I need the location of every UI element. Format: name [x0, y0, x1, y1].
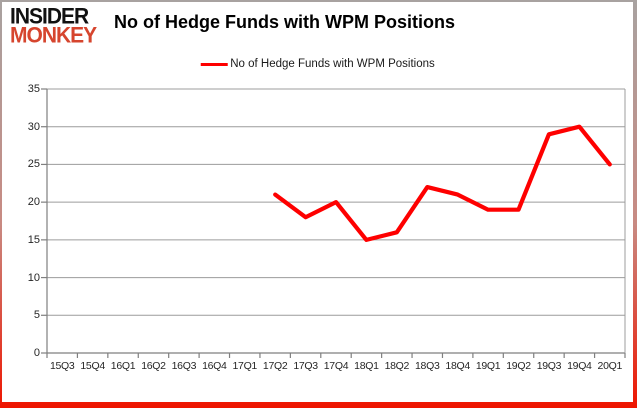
y-tick-label: 20	[27, 196, 40, 209]
y-tick-label: 30	[27, 120, 40, 133]
y-tick-label: 0	[33, 347, 40, 359]
x-tick-label: 18Q4	[445, 360, 470, 372]
x-tick-label: 17Q3	[293, 360, 318, 372]
x-tick-label: 18Q2	[384, 360, 410, 372]
x-tick-label: 16Q4	[202, 360, 227, 372]
x-tick-label: 16Q3	[171, 360, 197, 372]
x-tick-label: 19Q3	[536, 360, 562, 372]
x-tick-label: 17Q2	[262, 360, 288, 372]
x-tick-label: 19Q4	[567, 360, 592, 372]
chart-title: No of Hedge Funds with WPM Positions	[114, 12, 455, 32]
x-tick-label: 19Q1	[475, 360, 501, 372]
x-tick-label: 17Q4	[323, 360, 349, 372]
line-chart-plot	[41, 88, 626, 358]
x-tick-label: 18Q3	[415, 360, 440, 372]
insider-monkey-logo: INSIDER MONKEY	[10, 4, 97, 48]
x-tick-label: 15Q3	[49, 360, 75, 372]
y-tick-label: 15	[27, 233, 40, 246]
y-tick-label: 5	[33, 309, 40, 322]
x-tick-label: 20Q1	[597, 360, 623, 372]
logo-text-monkey: MONKEY	[10, 23, 97, 48]
chart-canvas: INSIDER MONKEY No of Hedge Funds with WP…	[2, 2, 633, 402]
legend: No of Hedge Funds with WPM Positions	[200, 58, 435, 70]
legend-label: No of Hedge Funds with WPM Positions	[230, 58, 435, 70]
x-tick-label: 16Q2	[141, 360, 166, 372]
legend-line-swatch	[200, 62, 228, 66]
x-tick-label: 17Q1	[232, 360, 257, 372]
y-tick-label: 35	[27, 83, 40, 95]
y-tick-label: 25	[27, 158, 40, 171]
logo-text-insider: INSIDER	[10, 4, 89, 29]
x-tick-label: 16Q1	[110, 360, 136, 372]
x-tick-label: 19Q2	[506, 360, 531, 372]
data-series-line	[273, 124, 612, 242]
x-tick-label: 15Q4	[80, 360, 105, 372]
y-tick-label: 10	[27, 271, 40, 284]
x-tick-label: 18Q1	[354, 360, 379, 372]
